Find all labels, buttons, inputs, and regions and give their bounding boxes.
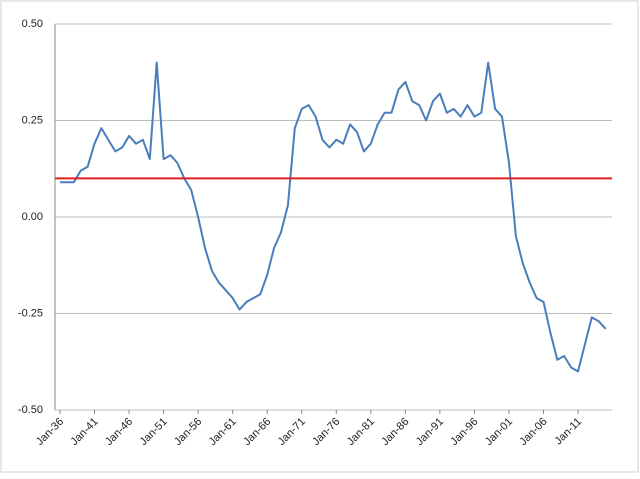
y-tick-label: -0.50 <box>18 404 43 416</box>
y-tick-label: 0.50 <box>22 18 43 30</box>
y-tick-label: 0.00 <box>22 211 43 223</box>
data-line <box>60 61 607 373</box>
y-tick-label: 0.25 <box>22 114 43 126</box>
y-tick-label: -0.25 <box>18 307 43 319</box>
